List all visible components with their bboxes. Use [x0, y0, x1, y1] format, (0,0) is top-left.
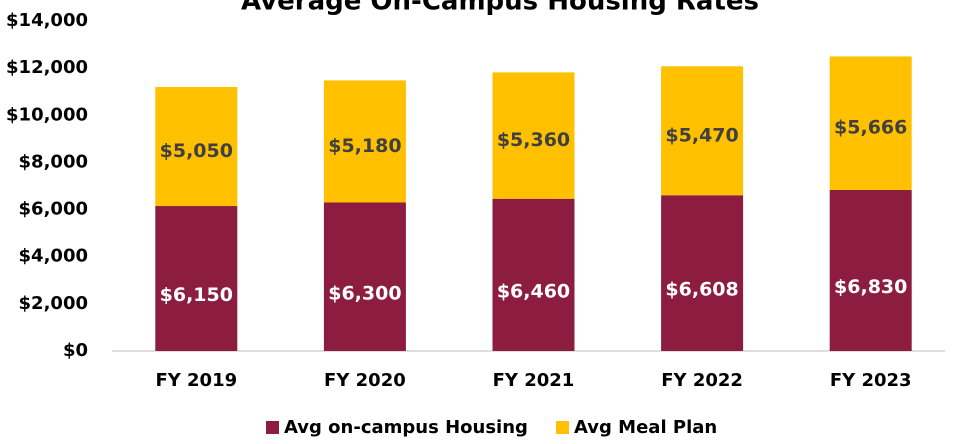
data-label: $5,180 — [328, 135, 401, 157]
x-tick-label: FY 2020 — [324, 370, 406, 391]
bar-segment — [155, 87, 238, 207]
bar-segment — [323, 80, 406, 203]
data-label: $6,460 — [497, 280, 570, 302]
x-tick-label: FY 2019 — [155, 370, 237, 391]
y-tick-label: $8,000 — [19, 151, 88, 172]
legend-label: Avg Meal Plan — [574, 417, 717, 438]
bar-segment — [661, 66, 744, 196]
bar-segment — [661, 195, 744, 351]
data-label: $5,050 — [160, 140, 233, 162]
y-tick-label: $10,000 — [6, 104, 88, 125]
legend-swatch — [266, 421, 279, 434]
bar-segment — [323, 202, 406, 351]
data-label: $5,666 — [834, 117, 907, 139]
data-label: $6,150 — [160, 284, 233, 306]
bar-segment — [829, 190, 912, 351]
bar-segment — [492, 198, 575, 351]
y-tick-label: $2,000 — [19, 293, 88, 314]
y-tick-label: $0 — [63, 340, 88, 361]
y-tick-label: $4,000 — [19, 246, 88, 267]
data-label: $6,830 — [834, 276, 907, 298]
data-label: $6,608 — [665, 279, 738, 301]
bar-segment — [492, 72, 575, 199]
chart-title: Average On-Campus Housing Rates — [241, 0, 759, 17]
y-tick-label: $6,000 — [19, 199, 88, 220]
data-label: $6,300 — [328, 282, 401, 304]
x-tick-label: FY 2023 — [830, 370, 912, 391]
legend-swatch — [556, 421, 569, 434]
bar-segment — [155, 206, 238, 351]
data-label: $5,470 — [665, 124, 738, 146]
x-tick-label: FY 2022 — [661, 370, 743, 391]
legend-label: Avg on-campus Housing — [284, 417, 528, 438]
x-tick-label: FY 2021 — [493, 370, 575, 391]
y-tick-label: $14,000 — [6, 10, 88, 31]
data-label: $5,360 — [497, 129, 570, 151]
bar-segment — [829, 56, 912, 191]
y-tick-label: $12,000 — [6, 57, 88, 78]
